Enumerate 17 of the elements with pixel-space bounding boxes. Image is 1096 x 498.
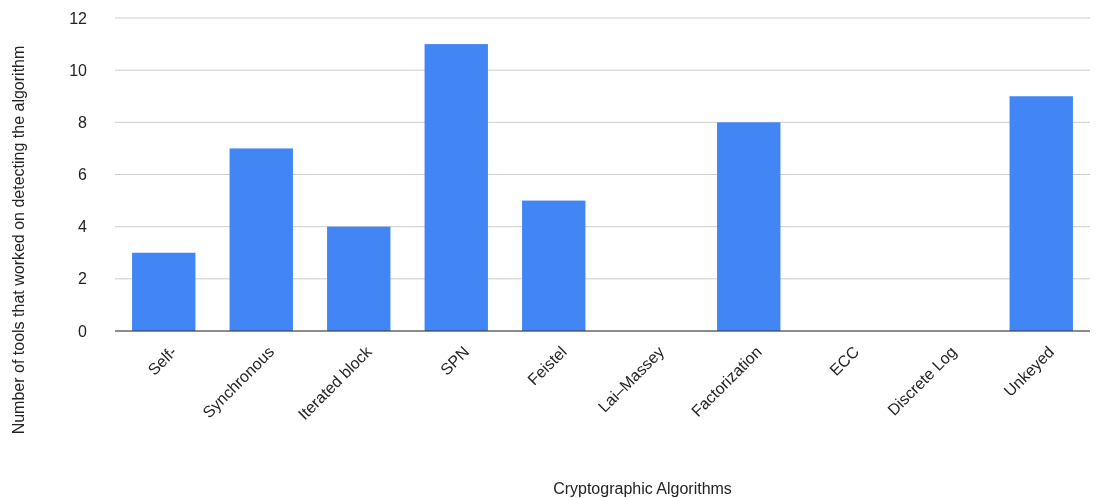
- y-axis-title: Number of tools that worked on detecting the algorithm: [10, 45, 27, 435]
- x-axis-title: Cryptographic Algorithms: [553, 480, 732, 497]
- y-tick-label: 2: [78, 270, 88, 288]
- bar: [717, 122, 781, 331]
- bar: [1009, 96, 1073, 331]
- y-tick-label: 10: [69, 61, 88, 79]
- bar: [327, 226, 391, 331]
- y-tick-label: 12: [69, 9, 88, 27]
- y-tick-label: 0: [78, 322, 88, 340]
- x-tick-label: Self-: [144, 343, 180, 379]
- y-tick-label: 6: [78, 166, 88, 184]
- y-tick-label: 4: [78, 218, 88, 236]
- y-tick-label: 8: [78, 113, 88, 131]
- bar: [424, 44, 488, 331]
- bar: [229, 148, 293, 331]
- bar: [132, 252, 196, 331]
- bar: [522, 200, 586, 331]
